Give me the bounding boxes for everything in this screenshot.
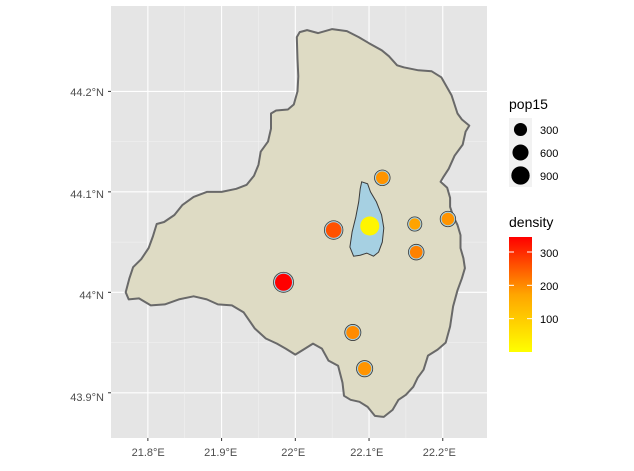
x-tick-label: 22°E [281, 447, 305, 459]
data-point [357, 362, 372, 376]
y-tick-label: 44.2°N [70, 87, 104, 99]
data-point [375, 171, 389, 185]
data-point [360, 216, 380, 236]
region-boundary [124, 28, 471, 418]
x-tick-label: 21.8°E [132, 447, 165, 459]
color-legend-label: 300 [540, 248, 558, 260]
color-legend: density 100 200 300 [509, 214, 558, 352]
data-point [275, 273, 293, 291]
data-point [409, 245, 423, 259]
size-legend: pop15 300 600 900 [509, 96, 558, 187]
color-legend-title: density [509, 214, 553, 230]
y-tick-label: 43.9°N [70, 392, 104, 404]
color-legend-label: 200 [540, 281, 558, 293]
size-legend-label: 600 [540, 148, 558, 160]
y-tick-label: 44°N [79, 290, 104, 302]
data-point [409, 218, 421, 230]
size-legend-label: 900 [540, 171, 558, 183]
y-axis: 43.9°N 44°N 44.1°N 44.2°N [70, 87, 111, 404]
size-legend-symbol [513, 122, 528, 137]
x-tick-label: 21.9°E [204, 447, 237, 459]
data-point [325, 222, 342, 238]
data-points [273, 169, 457, 378]
x-axis: 21.8°E 21.9°E 22°E 22.1°E 22.2°E [132, 438, 456, 459]
color-bar [509, 237, 532, 352]
data-point [441, 212, 455, 226]
data-point [346, 325, 360, 340]
color-legend-label: 100 [540, 314, 558, 326]
size-legend-symbol [512, 144, 529, 161]
size-legend-symbol [511, 166, 530, 185]
x-tick-label: 22.2°E [423, 447, 456, 459]
size-legend-label: 300 [540, 125, 558, 137]
x-tick-label: 22.1°E [350, 447, 383, 459]
size-legend-title: pop15 [509, 96, 548, 112]
y-tick-label: 44.1°N [70, 189, 104, 201]
